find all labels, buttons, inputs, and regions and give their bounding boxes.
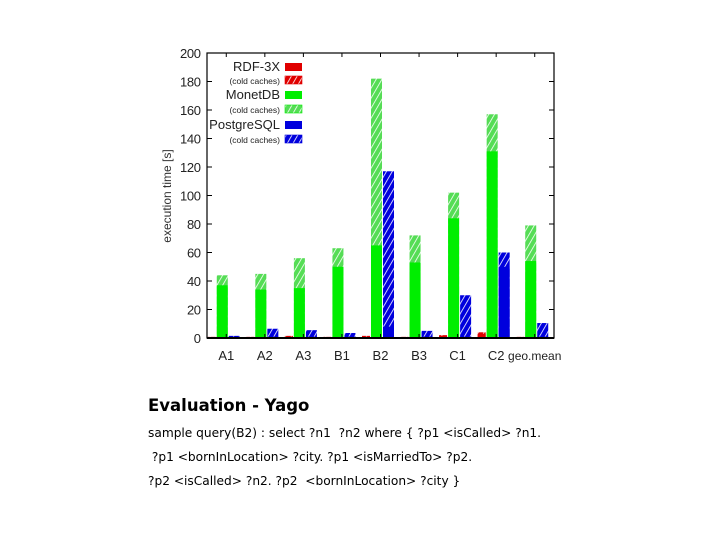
bar-B2-1-cold	[371, 78, 382, 339]
bar-A1-1	[216, 285, 228, 338]
bar-B2-2	[383, 326, 394, 338]
legend-swatch	[285, 91, 302, 99]
x-tick-label: C1	[449, 348, 466, 363]
legend-label: PostgreSQL	[209, 117, 280, 132]
axes-group: A1 A2 A3 B1 B2 B3 C1 C2 geo.mean 0 20 40 60 80 100 120 1…	[160, 46, 561, 363]
y-tick-label: 60	[187, 246, 201, 261]
bar-geo.mean-2-cold	[537, 323, 549, 338]
y-tick-label: 0	[194, 331, 201, 346]
y-tick-label: 100	[180, 189, 201, 204]
legend-label: (cold caches)	[229, 135, 280, 145]
bar-B1-1	[332, 266, 344, 338]
bar-C1-1	[448, 218, 460, 338]
x-tick-label: B2	[373, 348, 389, 363]
legend-label: (cold caches)	[229, 76, 280, 86]
legend-label: (cold caches)	[229, 105, 280, 115]
chart-canvas: A1 A2 A3 B1 B2 B3 C1 C2 geo.mean 0 20 40 60 80 100 120 1…	[160, 46, 561, 363]
bar-chart: A1 A2 A3 B1 B2 B3 C1 C2 geo.mean 0 20 40 60 80 100 120 1…	[160, 46, 561, 363]
y-tick-label: 200	[180, 46, 201, 61]
bar-B3-2-cold	[421, 330, 433, 338]
y-tick-label: 160	[180, 103, 201, 118]
x-tick-label: A3	[295, 348, 311, 363]
x-tick-label: A1	[218, 348, 234, 363]
query-line-2: ?p1 <bornInLocation> ?city. ?p1 <isMarri…	[148, 450, 473, 464]
legend-swatch	[284, 75, 303, 85]
x-tick-label: C2	[488, 348, 505, 363]
bar-C2-1	[486, 151, 498, 338]
legend-label: RDF-3X	[233, 59, 280, 74]
y-tick-label: 120	[180, 160, 201, 175]
legend-swatch	[284, 104, 303, 114]
x-tick-label: geo.mean	[508, 349, 561, 363]
bar-C2-2	[498, 266, 510, 338]
bar-geo.mean-1	[525, 261, 537, 338]
bar-A3-1	[293, 288, 305, 338]
x-tick-label: B1	[334, 348, 350, 363]
bar-A2-1	[255, 289, 267, 338]
y-tick-label: 180	[180, 75, 201, 90]
y-axis-label: execution time [s]	[160, 149, 174, 242]
legend-swatch	[284, 134, 303, 144]
bar-A2-2-cold	[267, 328, 279, 338]
query-line-1: sample query(B2) : select ?n1 ?n2 where …	[148, 426, 542, 440]
slide-caption: Evaluation - Yago sample query(B2) : sel…	[148, 396, 668, 493]
bar-B2-1	[371, 245, 382, 338]
legend-swatch	[285, 63, 302, 71]
bars-group	[207, 78, 549, 339]
legend: RDF-3X(cold caches)MonetDB(cold caches)P…	[209, 59, 303, 145]
legend-label: MonetDB	[226, 87, 280, 102]
query-line-3: ?p2 <isCalled> ?n2. ?p2 <bornInLocation>…	[148, 474, 461, 488]
bar-B3-1	[409, 262, 421, 338]
bar-B2-2-cold	[383, 171, 394, 338]
y-tick-label: 20	[187, 303, 201, 318]
bar-A3-2-cold	[305, 330, 317, 338]
x-tick-label: A2	[257, 348, 273, 363]
y-tick-label: 80	[187, 217, 201, 232]
legend-swatch	[285, 121, 302, 129]
caption-title: Evaluation - Yago	[148, 396, 310, 415]
x-tick-label: B3	[411, 348, 427, 363]
y-tick-label: 40	[187, 274, 201, 289]
bar-C2-0	[477, 333, 486, 338]
bar-C1-0	[439, 335, 448, 338]
y-tick-label: 140	[180, 132, 201, 147]
bar-C1-2-cold	[460, 295, 472, 338]
bar-B1-2-cold	[344, 333, 356, 338]
